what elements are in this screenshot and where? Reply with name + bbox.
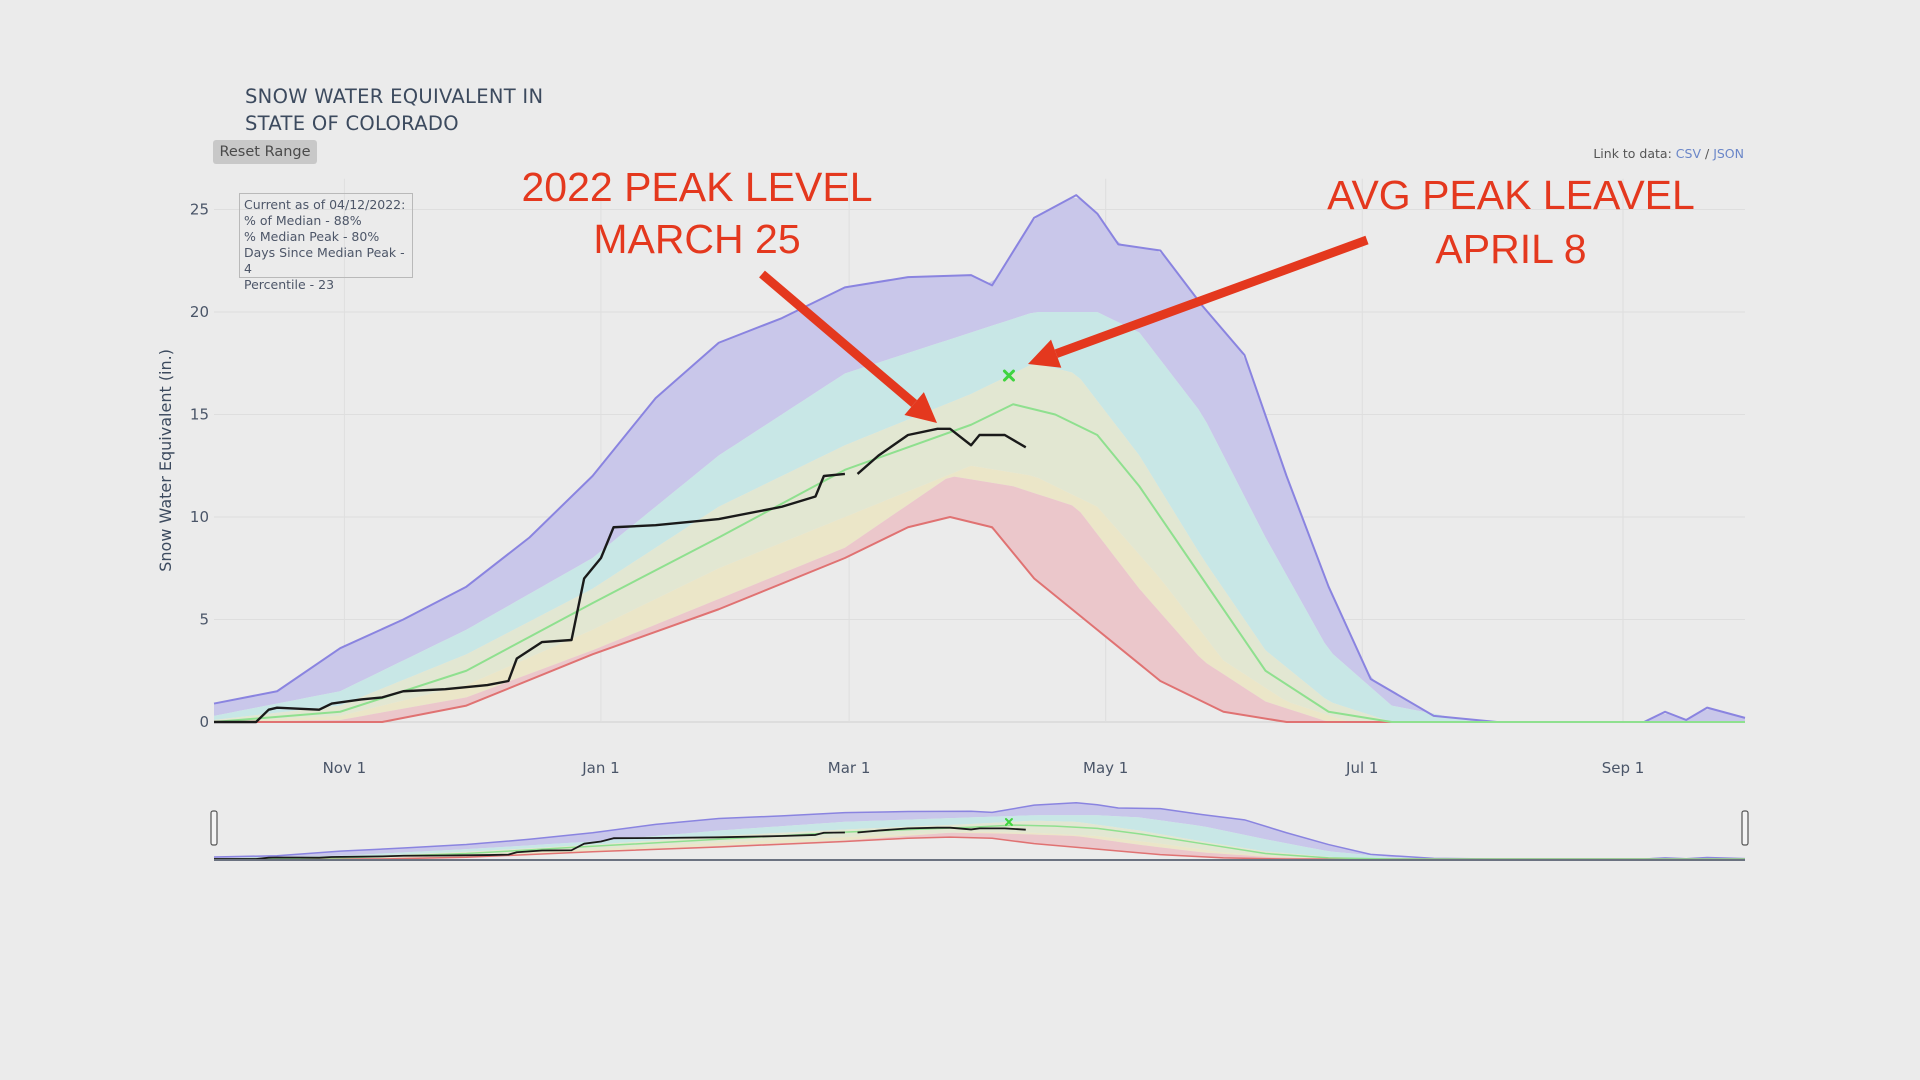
current-year-line bbox=[214, 472, 846, 724]
x-tick-label: May 1 bbox=[1083, 759, 1128, 777]
annotation-line1: 2022 PEAK LEVEL bbox=[521, 164, 872, 210]
info-days-since-peak: Days Since Median Peak - 4 bbox=[244, 245, 405, 276]
chart-title-line2: STATE OF COLORADO bbox=[245, 112, 459, 135]
y-tick-label: 5 bbox=[199, 611, 209, 629]
y-tick-label: 25 bbox=[190, 201, 209, 219]
median-peak-marker bbox=[1004, 818, 1013, 827]
current-year-line-continued bbox=[857, 826, 1026, 834]
arrow-avg-peak-head bbox=[1028, 339, 1062, 368]
json-link[interactable]: JSON bbox=[1713, 146, 1744, 161]
band-p70-p90 bbox=[214, 312, 1745, 722]
y-tick-label: 10 bbox=[190, 508, 209, 526]
median-peak-marker bbox=[1002, 369, 1015, 382]
min-line bbox=[214, 516, 1745, 723]
band-p90-max bbox=[214, 802, 1745, 859]
range-slider-right-handle[interactable] bbox=[1741, 810, 1749, 846]
annotation-line1: AVG PEAK LEAVEL bbox=[1327, 172, 1695, 218]
arrow-avg-peak-shaft bbox=[1054, 235, 1369, 358]
median-line bbox=[213, 824, 1745, 860]
band-p70-p90 bbox=[214, 815, 1745, 859]
info-percentile: Percentile - 23 bbox=[244, 277, 335, 292]
annotation-line2: APRIL 8 bbox=[1435, 226, 1586, 272]
y-tick-label: 20 bbox=[190, 303, 209, 321]
csv-link[interactable]: CSV bbox=[1675, 146, 1701, 161]
band-p90-max bbox=[214, 197, 1745, 722]
x-tick-label: Mar 1 bbox=[828, 759, 871, 777]
arrow-2022-peak-head bbox=[904, 392, 937, 423]
data-link: Link to data: CSV / JSON bbox=[1593, 146, 1744, 161]
x-tick-label: Nov 1 bbox=[323, 759, 367, 777]
y-axis-title: Snow Water Equivalent (in.) bbox=[156, 349, 175, 572]
info-box: Current as of 04/12/2022: % of Median - … bbox=[239, 193, 413, 292]
data-link-label: Link to data: bbox=[1593, 146, 1672, 161]
x-tick-label: Sep 1 bbox=[1602, 759, 1645, 777]
range-slider-left-handle[interactable] bbox=[210, 810, 218, 846]
info-current-as-of: Current as of 04/12/2022: bbox=[244, 197, 406, 212]
arrow-2022-peak-shaft bbox=[759, 270, 918, 407]
y-tick-label: 0 bbox=[199, 713, 209, 731]
info-percent-median-peak: % Median Peak - 80% bbox=[244, 229, 380, 244]
current-year-line bbox=[214, 831, 845, 860]
annotation-line2: MARCH 25 bbox=[593, 216, 800, 262]
info-percent-median: % of Median - 88% bbox=[244, 213, 362, 228]
median-peak-marker-stroke bbox=[1002, 369, 1015, 382]
median-peak-marker-stroke bbox=[1004, 818, 1013, 827]
x-tick-label: Jan 1 bbox=[581, 759, 619, 777]
y-tick-label: 15 bbox=[190, 406, 209, 424]
chart-title-line1: SNOW WATER EQUIVALENT IN bbox=[245, 85, 544, 108]
band-p30-p70 bbox=[214, 364, 1745, 722]
median-line bbox=[213, 403, 1745, 723]
link-separator: / bbox=[1704, 146, 1710, 161]
current-year-line-continued bbox=[856, 427, 1027, 475]
x-tick-label: Jul 1 bbox=[1345, 759, 1378, 777]
chart-title: SNOW WATER EQUIVALENT IN STATE OF COLORA… bbox=[245, 83, 543, 137]
reset-range-button[interactable]: Reset Range bbox=[213, 140, 317, 164]
